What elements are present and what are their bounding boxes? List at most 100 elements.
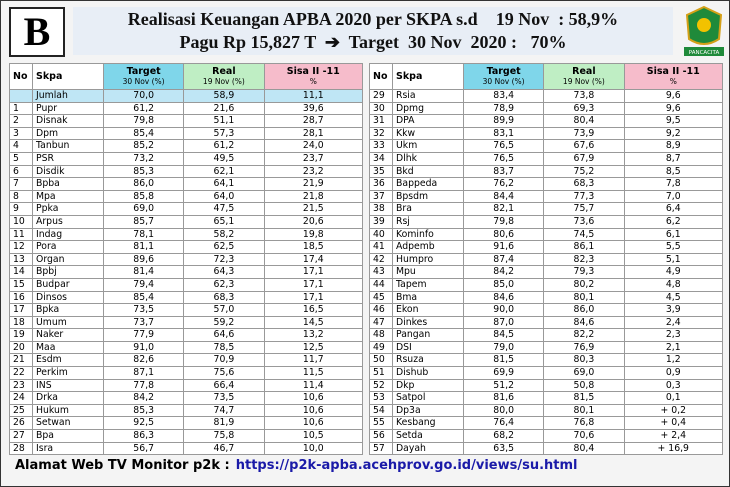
table-cell: 2,3 (623, 328, 724, 342)
column-header: Target 30 Nov (%) (102, 63, 185, 90)
table-cell: Dp3a (392, 403, 464, 418)
table-cell: 90,0 (462, 303, 545, 317)
table-row: 2 Disnak 79,8 51,1 28,7 (9, 114, 364, 128)
table-cell: 3 (9, 126, 33, 141)
table-cell: Pupr (32, 101, 104, 116)
table-cell: 73,6 (543, 214, 625, 229)
table-cell: 73,5 (183, 391, 265, 405)
table-cell: 53 (369, 391, 393, 405)
table-cell: Humpro (392, 252, 464, 267)
table-cell: 72,3 (183, 252, 265, 267)
table-row: 31 DPA 89,9 80,4 9,5 (369, 114, 724, 128)
table-cell: 61,2 (102, 101, 185, 116)
table-cell: 77,9 (102, 328, 185, 342)
table-cell: INS (32, 378, 104, 393)
table-cell: 69,0 (543, 366, 625, 380)
table-cell: Tapem (392, 277, 464, 292)
table-row: 24 Drka 84,2 73,5 10,6 (9, 391, 364, 405)
table-cell: 50 (369, 353, 393, 368)
table-cell: Isra (32, 441, 104, 456)
footer: Alamat Web TV Monitor p2k : https://p2k-a… (15, 458, 578, 473)
table-cell: 21,9 (263, 177, 364, 191)
table-cell: 8,7 (623, 151, 724, 166)
table-cell: 86,0 (543, 303, 625, 317)
table-cell: 41 (369, 240, 393, 254)
footer-url[interactable]: https://p2k-apba.acehprov.go.id/views/su… (235, 458, 578, 473)
column-subtitle: 30 Nov (%) (122, 76, 165, 86)
table-cell: 87,4 (462, 252, 545, 267)
data-table: No Skpa Target 30 Nov (%) Real 19 Nov (%) Sisa… (9, 63, 364, 456)
table-cell: 82,6 (102, 353, 185, 368)
table-cell: 16,5 (263, 303, 364, 317)
table-cell: 2,4 (623, 315, 724, 330)
table-cell: 80,4 (543, 114, 625, 128)
table-cell: 69,3 (543, 101, 625, 116)
table-cell: 45 (369, 290, 393, 305)
table-cell: Bpa (32, 429, 104, 443)
table-cell: Drka (32, 391, 104, 405)
table-cell: 25 (9, 403, 33, 418)
table-cell: 75,7 (543, 202, 625, 216)
table-row: 23 INS 77,8 66,4 11,4 (9, 378, 364, 393)
table-cell: + 0,2 (623, 403, 724, 418)
table-cell: + 2,4 (623, 429, 724, 443)
table-cell: 18 (9, 315, 33, 330)
table-cell: 11,5 (263, 366, 364, 380)
table-row: 5 PSR 73,2 49,5 23,7 (9, 151, 364, 166)
column-title: Sisa II -11 (286, 65, 340, 77)
table-cell: 10,0 (263, 441, 364, 456)
table-cell: 5 (9, 151, 33, 166)
table-cell: 68,3 (183, 290, 265, 305)
table-cell: 61,2 (183, 139, 265, 153)
table-cell: 4,5 (623, 290, 724, 305)
table-cell: 0,3 (623, 378, 724, 393)
table-cell: 2 (9, 114, 33, 128)
table-row: 10 Arpus 85,7 65,1 20,6 (9, 214, 364, 229)
table-cell: 19 (9, 328, 33, 342)
title-line: Pagu Rp 15,827 T ➔ Target 30 Nov 2020 : … (179, 32, 567, 52)
table-cell: 82,3 (543, 252, 625, 267)
table-cell: 64,1 (183, 177, 265, 191)
column-subtitle: 19 Nov (%) (202, 76, 245, 86)
table-row: 6 Disdik 85,3 62,1 23,2 (9, 164, 364, 179)
table-row: 32 Kkw 83,1 73,9 9,2 (369, 126, 724, 141)
table-cell: Maa (32, 340, 104, 355)
table-cell: 0,9 (623, 366, 724, 380)
table-row: 55 Kesbang 76,4 76,8 + 0,4 (369, 416, 724, 431)
table-cell: 15 (9, 277, 33, 292)
table-cell: 6 (9, 164, 33, 179)
table-cell: 7 (9, 177, 33, 191)
table-cell: 27 (9, 429, 33, 443)
table-row: 57 Dayah 63,5 80,4 + 16,9 (369, 441, 724, 456)
table-cell: Mpa (32, 189, 104, 204)
table-row: 7 Bpba 86,0 64,1 21,9 (9, 177, 364, 191)
table-cell: 73,5 (102, 303, 185, 317)
table-cell: Satpol (392, 391, 464, 405)
header-row: No Skpa Target 30 Nov (%) Real 19 Nov (%) Sisa… (369, 63, 724, 90)
table-cell: 22 (9, 366, 33, 380)
table-cell: 65,1 (183, 214, 265, 229)
table-row: 11 Indag 78,1 58,2 19,8 (9, 227, 364, 242)
table-cell: 79,4 (102, 277, 185, 292)
column-title: Skpa (36, 70, 63, 82)
table-cell: 32 (369, 126, 393, 141)
table-row: 25 Hukum 85,3 74,7 10,6 (9, 403, 364, 418)
table-cell: 18,5 (263, 240, 364, 254)
table-cell: 82,1 (462, 202, 545, 216)
table-cell: Ukm (392, 139, 464, 153)
table-cell: 28,1 (263, 126, 364, 141)
table-cell: 11,7 (263, 353, 364, 368)
table-cell: 4,8 (623, 277, 724, 292)
table-cell: DPA (392, 114, 464, 128)
table-cell: 78,1 (102, 227, 185, 242)
column-header: Sisa II -11% (263, 63, 364, 90)
table-cell: 81,4 (102, 265, 185, 279)
table-row: 33 Ukm 76,5 67,6 8,9 (369, 139, 724, 153)
table-cell: 49,5 (183, 151, 265, 166)
table-cell: Dinsos (32, 290, 104, 305)
table-cell: 13,2 (263, 328, 364, 342)
table-cell: 85,2 (102, 139, 185, 153)
table-cell: 86,3 (102, 429, 185, 443)
table-cell: 81,1 (102, 240, 185, 254)
table-row: 48 Pangan 84,5 82,2 2,3 (369, 328, 724, 342)
